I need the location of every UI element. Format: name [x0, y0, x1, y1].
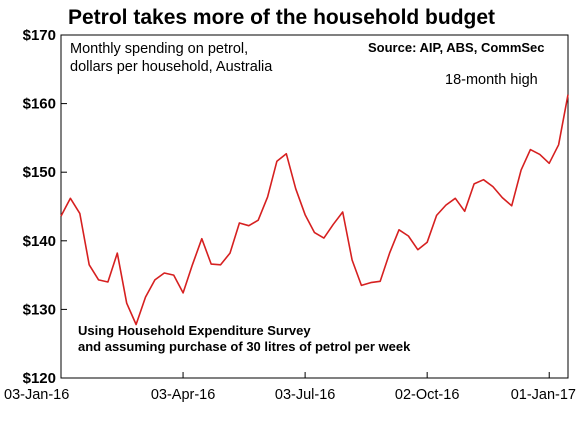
footnote: Using Household Expenditure Survey and a…	[78, 323, 410, 355]
x-axis: 03-Jan-16 03-Apr-16 03-Jul-16 02-Oct-16 01-J…	[4, 372, 576, 403]
x-tick-label: 03-Apr-16	[151, 387, 215, 403]
y-axis: $120 $130 $140 $150 $160 $170	[23, 27, 67, 387]
x-tick-label: 01-Jan-17	[511, 387, 576, 403]
y-tick-label: $170	[23, 27, 56, 44]
chart-title: Petrol takes more of the household budge…	[68, 6, 496, 29]
subtitle-line-2: dollars per household, Australia	[70, 59, 273, 75]
footnote-line-1: Using Household Expenditure Survey	[78, 323, 311, 338]
subtitle-line-1: Monthly spending on petrol,	[70, 41, 249, 57]
y-tick-label: $120	[23, 370, 56, 387]
x-tick-label: 03-Jan-16	[4, 387, 69, 403]
y-tick-label: $140	[23, 233, 56, 250]
source-label: Source: AIP, ABS, CommSec	[368, 40, 545, 55]
footnote-line-2: and assuming purchase of 30 litres of pe…	[78, 339, 411, 354]
y-tick-label: $160	[23, 96, 56, 113]
x-tick-label: 02-Oct-16	[395, 387, 459, 403]
series-line	[60, 94, 569, 326]
x-tick-label: 03-Jul-16	[275, 387, 335, 403]
y-tick-label: $130	[23, 301, 56, 318]
chart-subtitle: Monthly spending on petrol, dollars per …	[70, 40, 272, 76]
annotation-18-month-high: 18-month high	[445, 72, 538, 88]
plot-frame	[60, 34, 569, 379]
y-tick-label: $150	[23, 164, 56, 181]
